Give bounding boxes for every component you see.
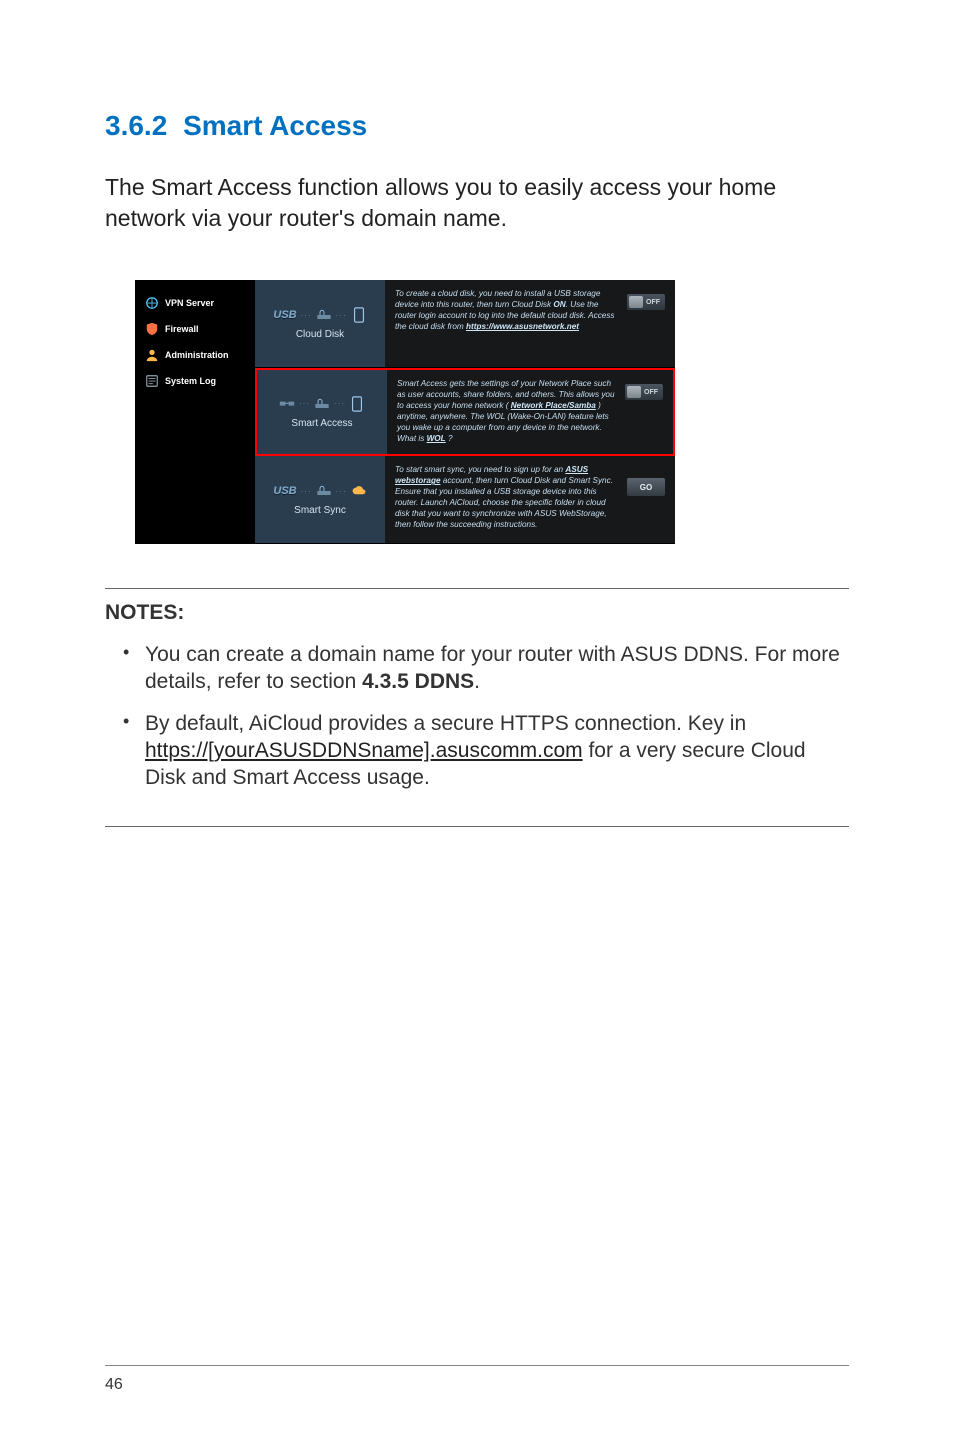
- thumb-icons: ··· ···: [279, 396, 365, 412]
- feature-cloud-disk: USB ··· ··· Cloud Disk To create a cloud…: [255, 280, 675, 368]
- sidebar-item-administration[interactable]: Administration: [145, 342, 255, 368]
- feature-thumb: USB ··· ··· Cloud Disk: [255, 280, 385, 367]
- notes-box: NOTES: You can create a domain name for …: [105, 588, 849, 826]
- cloud-icon: [351, 483, 367, 499]
- toggle-knob: [629, 296, 643, 308]
- thumb-icons: USB ··· ···: [273, 307, 366, 323]
- feature-title: Smart Access: [291, 418, 352, 429]
- section-number: 3.6.2: [105, 110, 167, 141]
- feature-thumb: USB ··· ··· Smart Sync: [255, 456, 385, 543]
- feature-thumb: ··· ··· Smart Access: [257, 370, 387, 454]
- device-icon: [351, 307, 367, 323]
- sidebar-item-label: System Log: [165, 376, 216, 386]
- log-icon: [145, 374, 159, 388]
- thumb-icons: USB ··· ···: [273, 483, 366, 499]
- feature-description: To create a cloud disk, you need to inst…: [395, 288, 619, 332]
- sidebar-item-systemlog[interactable]: System Log: [145, 368, 255, 394]
- toggle-state: OFF: [643, 299, 663, 306]
- connector-dots: ···: [301, 311, 312, 320]
- network-icon: [279, 396, 295, 412]
- sidebar-item-vpn[interactable]: VPN Server: [145, 290, 255, 316]
- connector-dots: ···: [336, 311, 347, 320]
- usb-label: USB: [273, 309, 296, 321]
- feature-title: Cloud Disk: [296, 329, 344, 340]
- page-number: 46: [105, 1376, 123, 1394]
- router-screenshot: VPN Server Firewall Administration Syste…: [135, 280, 675, 544]
- feature-description: Smart Access gets the settings of your N…: [397, 378, 617, 444]
- connector-dots: ···: [299, 399, 310, 408]
- screenshot-sidebar: VPN Server Firewall Administration Syste…: [135, 280, 255, 544]
- router-icon: [314, 396, 330, 412]
- note-item: By default, AiCloud provides a secure HT…: [127, 710, 849, 792]
- feature-description: To start smart sync, you need to sign up…: [395, 464, 619, 530]
- toggle-state: OFF: [641, 389, 661, 396]
- feature-title: Smart Sync: [294, 505, 346, 516]
- note-item: You can create a domain name for your ro…: [127, 641, 849, 696]
- vpn-icon: [145, 296, 159, 310]
- asuscomm-url: https://[yourASUSDDNSname].asuscomm.com: [145, 739, 583, 762]
- network-place-link[interactable]: Network Place/Samba: [511, 401, 596, 410]
- section-heading: 3.6.2 Smart Access: [105, 110, 849, 142]
- sidebar-item-label: Administration: [165, 350, 229, 360]
- asusnetwork-link[interactable]: https://www.asusnetwork.net: [466, 322, 579, 331]
- sidebar-item-firewall[interactable]: Firewall: [145, 316, 255, 342]
- connector-dots: ···: [336, 487, 347, 496]
- user-icon: [145, 348, 159, 362]
- wol-link[interactable]: WOL: [427, 434, 446, 443]
- router-icon: [316, 483, 332, 499]
- feature-smart-sync: USB ··· ··· Smart Sync To start smart sy…: [255, 456, 675, 544]
- connector-dots: ···: [334, 399, 345, 408]
- smart-access-toggle[interactable]: OFF: [625, 384, 663, 400]
- cloud-disk-toggle[interactable]: OFF: [627, 294, 665, 310]
- notes-title: NOTES:: [105, 601, 849, 625]
- footer-rule: [105, 1365, 849, 1366]
- intro-paragraph: The Smart Access function allows you to …: [105, 172, 849, 234]
- sidebar-item-label: Firewall: [165, 324, 199, 334]
- screenshot-main: USB ··· ··· Cloud Disk To create a cloud…: [255, 280, 675, 544]
- toggle-knob: [627, 386, 641, 398]
- smart-sync-go-button[interactable]: GO: [627, 478, 665, 496]
- device-icon: [349, 396, 365, 412]
- sidebar-item-label: VPN Server: [165, 298, 214, 308]
- section-title: Smart Access: [183, 110, 367, 141]
- shield-icon: [145, 322, 159, 336]
- usb-label: USB: [273, 485, 296, 497]
- router-icon: [316, 307, 332, 323]
- connector-dots: ···: [301, 487, 312, 496]
- ddns-section-ref: 4.3.5 DDNS: [362, 670, 474, 693]
- feature-smart-access: ··· ··· Smart Access Smart Access gets t…: [255, 368, 675, 456]
